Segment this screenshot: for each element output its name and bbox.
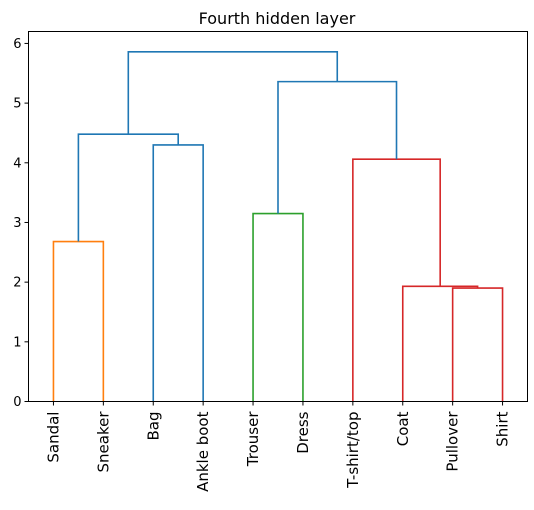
x-axis: Sandal Sneaker Bag Ankle boot Trouser Dress T-… [44, 401, 512, 492]
x-tick-label-9: Shirt [494, 411, 512, 446]
dendrogram-link-5 [352, 158, 441, 402]
x-tick-label-1: Sneaker [94, 411, 112, 473]
dendrogram-link-6 [77, 133, 179, 242]
x-tick-label-2: Bag [144, 412, 162, 441]
dendrogram-links [52, 50, 504, 402]
x-tick-label-6: T-shirt/top [344, 412, 362, 489]
dendrogram-link-3 [451, 287, 504, 402]
x-tick-label-7: Coat [394, 411, 412, 446]
x-tick-label-5: Dress [294, 411, 312, 453]
plot-frame [28, 31, 528, 402]
x-tick-label-4: Trouser [244, 411, 262, 468]
y-tick-label-5: 5 [13, 97, 21, 112]
chart-title: Fourth hidden layer [199, 9, 356, 28]
dendrogram-link-1 [152, 144, 204, 402]
dendrogram-link-7 [277, 80, 398, 214]
y-tick-label-4: 4 [13, 156, 21, 171]
dendrogram-link-4 [401, 285, 479, 402]
dendrogram-link-8 [127, 50, 339, 135]
y-axis: 0 1 2 3 4 5 6 [13, 37, 29, 410]
y-tick-label-2: 2 [13, 276, 21, 291]
y-tick-label-0: 0 [13, 395, 21, 410]
y-tick-label-6: 6 [13, 37, 21, 52]
x-tick-label-3: Ankle boot [194, 411, 212, 491]
dendrogram-link-2 [252, 212, 304, 402]
x-tick-label-0: Sandal [44, 412, 62, 463]
y-tick-label-1: 1 [13, 335, 21, 350]
y-tick-label-3: 3 [13, 216, 21, 231]
dendrogram-link-0 [52, 240, 105, 402]
x-tick-label-8: Pullover [444, 411, 462, 472]
